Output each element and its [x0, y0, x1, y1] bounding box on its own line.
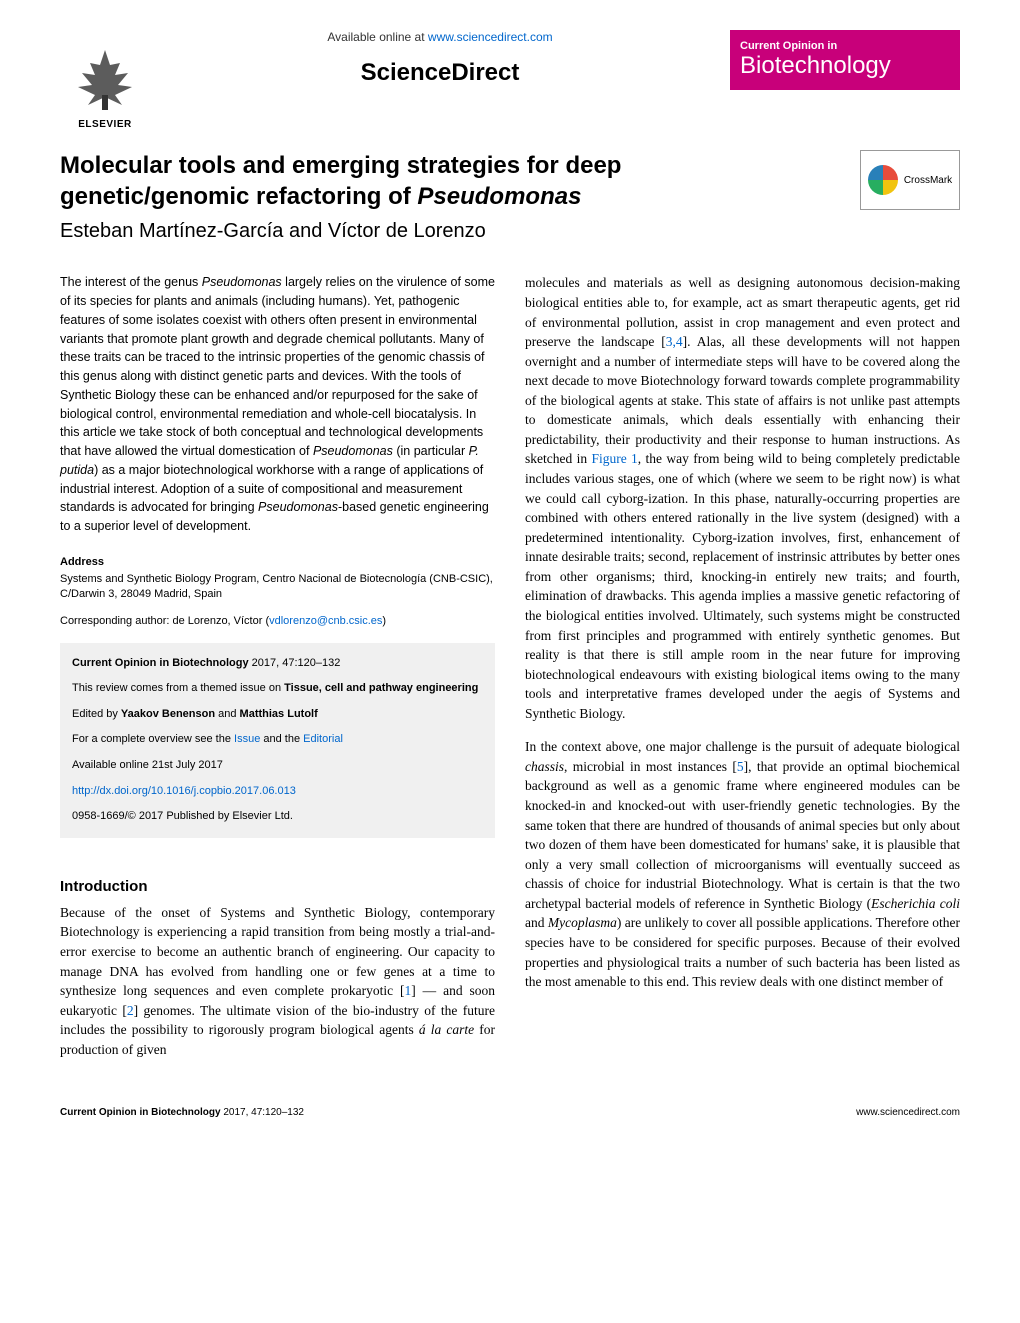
introduction-heading: Introduction: [60, 878, 495, 895]
footer-right: www.sciencedirect.com: [856, 1107, 960, 1118]
title-section: Molecular tools and emerging strategies …: [60, 150, 960, 243]
journal-badge: Current Opinion in Biotechnology: [730, 30, 960, 90]
crossmark-label: CrossMark: [904, 175, 952, 186]
crossmark-badge[interactable]: CrossMark: [860, 150, 960, 210]
title-line1: Molecular tools and emerging strategies …: [60, 152, 621, 179]
page-footer: Current Opinion in Biotechnology 2017, 4…: [60, 1099, 960, 1118]
left-column: The interest of the genus Pseudomonas la…: [60, 273, 495, 1059]
article-title: Molecular tools and emerging strategies …: [60, 150, 840, 212]
abstract: The interest of the genus Pseudomonas la…: [60, 273, 495, 536]
corresponding-suffix: ): [382, 615, 386, 627]
journal-reference: Current Opinion in Biotechnology 2017, 4…: [72, 655, 483, 673]
center-header: Available online at www.sciencedirect.co…: [150, 30, 730, 87]
copyright: 0958-1669/© 2017 Published by Elsevier L…: [72, 808, 483, 826]
right-column: molecules and materials as well as desig…: [525, 273, 960, 1059]
figure-1-link[interactable]: Figure 1: [591, 451, 637, 466]
two-column-layout: The interest of the genus Pseudomonas la…: [60, 273, 960, 1059]
footer-left: Current Opinion in Biotechnology 2017, 4…: [60, 1107, 304, 1118]
journal-badge-top: Current Opinion in: [740, 40, 950, 52]
journal-badge-bottom: Biotechnology: [740, 52, 950, 80]
intro-left-paragraph: Because of the onset of Systems and Synt…: [60, 903, 495, 1060]
authors: Esteban Martínez-García and Víctor de Lo…: [60, 220, 840, 243]
right-paragraph-1: molecules and materials as well as desig…: [525, 273, 960, 723]
address-text: Systems and Synthetic Biology Program, C…: [60, 572, 495, 603]
available-online: Available online at www.sciencedirect.co…: [170, 30, 710, 44]
doi-link[interactable]: http://dx.doi.org/10.1016/j.copbio.2017.…: [72, 785, 296, 797]
available-date: Available online 21st July 2017: [72, 757, 483, 775]
crossmark-icon: [868, 165, 898, 195]
title-block: Molecular tools and emerging strategies …: [60, 150, 840, 243]
editorial-link[interactable]: Editorial: [303, 733, 343, 745]
elsevier-tree-icon: [70, 45, 140, 115]
corresponding-email[interactable]: vdlorenzo@cnb.csic.es: [269, 615, 382, 627]
info-box: Current Opinion in Biotechnology 2017, 4…: [60, 643, 495, 838]
elsevier-label: ELSEVIER: [78, 119, 131, 130]
ref-5[interactable]: 5: [737, 759, 744, 774]
editors: Edited by Yaakov Benenson and Matthias L…: [72, 706, 483, 724]
title-line2-pre: genetic/genomic refactoring of: [60, 183, 417, 210]
elsevier-logo: ELSEVIER: [60, 30, 150, 130]
corresponding-author: Corresponding author: de Lorenzo, Víctor…: [60, 615, 495, 627]
themed-issue: This review comes from a themed issue on…: [72, 680, 483, 698]
available-online-prefix: Available online at: [327, 30, 428, 44]
address-heading: Address: [60, 556, 495, 568]
overview-links: For a complete overview see the Issue an…: [72, 731, 483, 749]
available-online-link[interactable]: www.sciencedirect.com: [428, 30, 553, 44]
ref-2[interactable]: 2: [127, 1003, 134, 1018]
title-line2-italic: Pseudomonas: [417, 183, 581, 210]
doi-row: http://dx.doi.org/10.1016/j.copbio.2017.…: [72, 783, 483, 801]
header-row: ELSEVIER Available online at www.science…: [60, 30, 960, 130]
issue-link[interactable]: Issue: [234, 733, 260, 745]
right-paragraph-2: In the context above, one major challeng…: [525, 737, 960, 991]
corresponding-prefix: Corresponding author: de Lorenzo, Víctor…: [60, 615, 269, 627]
ref-3-4[interactable]: 3,4: [666, 334, 683, 349]
sciencedirect-logo: ScienceDirect: [170, 59, 710, 87]
